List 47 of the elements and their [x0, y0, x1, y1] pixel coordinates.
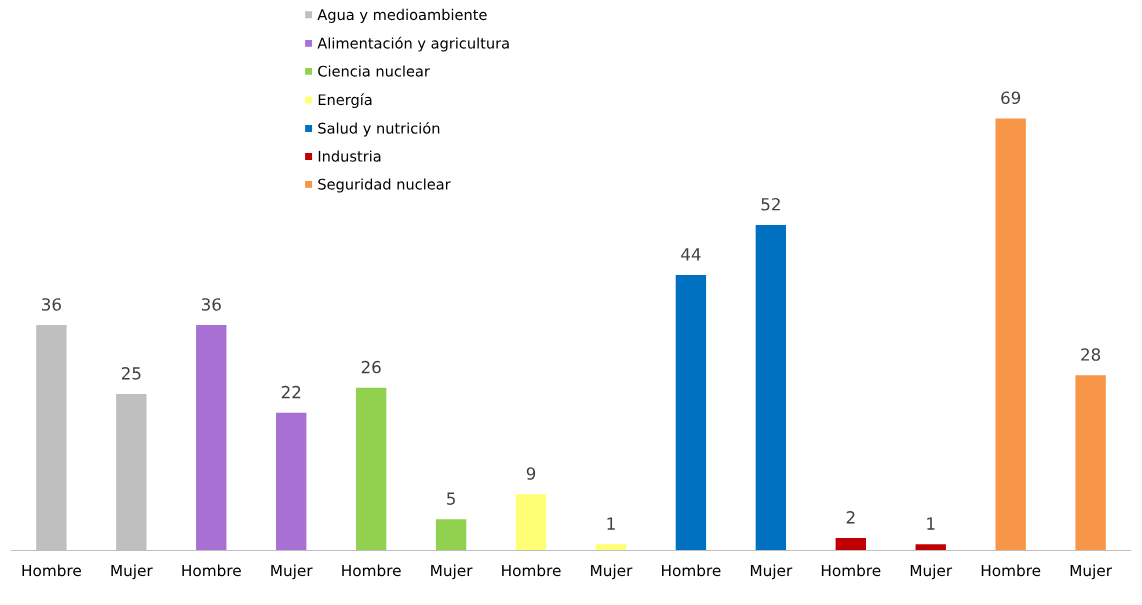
- legend-label: Energía: [318, 93, 372, 109]
- data-label: 22: [281, 385, 301, 399]
- bar: [675, 274, 707, 551]
- bar: [995, 118, 1026, 551]
- bar: [755, 224, 787, 551]
- bar: [835, 538, 866, 551]
- data-label: 44: [681, 248, 701, 261]
- bar: [276, 412, 307, 551]
- data-label: 9: [526, 467, 536, 480]
- x-tick-label: Mujer: [111, 564, 153, 580]
- x-tick-label: Hombre: [182, 564, 241, 577]
- legend-label: Alimentación y agricultura: [317, 36, 509, 52]
- data-label: 25: [121, 367, 141, 380]
- data-label: 5: [447, 492, 455, 505]
- bar: [1075, 375, 1106, 551]
- x-tick-label: Hombre: [662, 564, 721, 577]
- x-tick-label: Hombre: [342, 564, 401, 577]
- x-tick-label: Mujer: [750, 564, 793, 580]
- bar: [915, 544, 946, 551]
- x-tick-label: Mujer: [271, 564, 313, 580]
- legend-label: Ciencia nuclear: [318, 65, 430, 77]
- x-tick-label: Mujer: [1070, 564, 1112, 580]
- x-tick-label: Mujer: [591, 564, 633, 580]
- bar: [355, 387, 387, 551]
- bar: [435, 519, 467, 551]
- legend-label: Industria: [318, 150, 381, 162]
- legend-label: Agua y medioambiente: [317, 8, 487, 23]
- data-label: 52: [761, 197, 780, 211]
- data-label: 1: [927, 517, 935, 530]
- data-label: 26: [361, 360, 381, 374]
- x-tick-label: Mujer: [431, 564, 473, 580]
- data-label: 2: [846, 511, 855, 524]
- legend-label: Salud y nutrición: [318, 121, 440, 137]
- bar: [515, 494, 547, 551]
- x-tick-label: Hombre: [502, 564, 561, 577]
- data-label: 1: [607, 517, 615, 530]
- legend-label: Seguridad nuclear: [318, 178, 451, 193]
- x-tick-label: Hombre: [22, 564, 81, 577]
- data-label: 69: [1001, 91, 1021, 105]
- bar: [196, 325, 227, 551]
- x-tick-label: Hombre: [981, 564, 1041, 577]
- x-tick-label: Mujer: [910, 564, 953, 580]
- data-label: 36: [42, 298, 61, 311]
- x-tick-label: Hombre: [821, 564, 881, 577]
- data-label: 28: [1081, 348, 1101, 361]
- bar: [595, 544, 627, 551]
- data-label: 36: [201, 298, 221, 311]
